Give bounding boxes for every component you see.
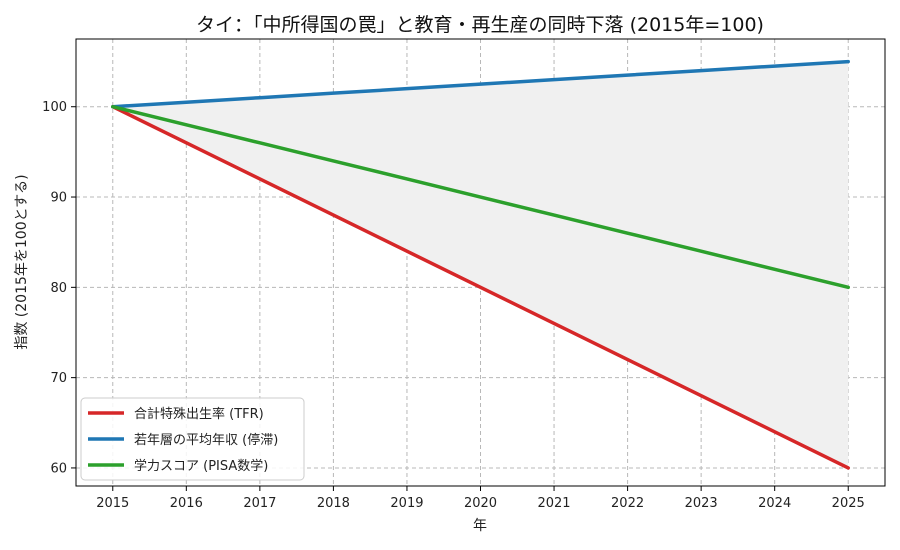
y-tick-label: 60 xyxy=(50,461,67,476)
x-axis-title: 年 xyxy=(473,518,487,534)
shaded-band xyxy=(112,61,849,468)
shaded-band-area xyxy=(112,61,849,468)
x-tick-label: 2025 xyxy=(832,496,865,511)
legend-label: 若年層の平均年収 (停滞) xyxy=(134,432,278,448)
x-tick-label: 2022 xyxy=(611,496,644,511)
y-tick-label: 90 xyxy=(50,191,67,206)
x-tick-label: 2023 xyxy=(685,496,718,511)
legend-box xyxy=(80,397,305,481)
x-tick-label: 2017 xyxy=(243,496,276,511)
x-tick-label: 2021 xyxy=(537,496,570,511)
x-tick-label: 2016 xyxy=(170,496,203,511)
series-line-2 xyxy=(111,59,850,109)
y-tick-label: 80 xyxy=(50,281,67,296)
y-tick-label: 70 xyxy=(50,371,67,386)
y-axis-title: 指数 (2015年を100とする) xyxy=(14,174,30,349)
legend-label: 学力スコア (PISA数学) xyxy=(134,458,268,474)
series-group xyxy=(111,59,850,470)
y-tick-label: 100 xyxy=(42,100,67,115)
x-tick-label: 2020 xyxy=(464,496,497,511)
x-tick-label: 2018 xyxy=(317,496,350,511)
x-tick-label: 2019 xyxy=(390,496,423,511)
x-tick-label: 2015 xyxy=(96,496,129,511)
x-tick-label: 2024 xyxy=(758,496,791,511)
series-line-1 xyxy=(111,104,850,470)
legend-label: 合計特殊出生率 (TFR) xyxy=(134,406,264,422)
series-line-3 xyxy=(111,104,850,290)
legend: 合計特殊出生率 (TFR) 若年層の平均年収 (停滞) 学力スコア (PISA数学) xyxy=(80,397,305,481)
chart-title: タイ：「中所得国の罠」と教育・再生産の同時下落 (2015年=100) xyxy=(196,14,764,36)
ticks: 2015 2016 2017 2018 2019 2020 2021 2022 2023 2024… xyxy=(42,100,865,511)
